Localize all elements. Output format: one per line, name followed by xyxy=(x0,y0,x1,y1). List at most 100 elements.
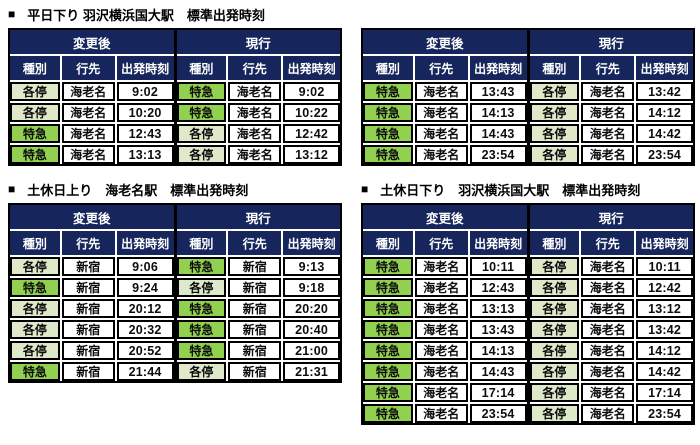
cell-destination: 海老名 xyxy=(61,103,115,122)
cell-departure-time: 14:13 xyxy=(469,103,527,122)
cell-departure-time: 20:40 xyxy=(283,320,340,339)
cell-train-type: 特急 xyxy=(363,404,413,423)
cell-train-type: 各停 xyxy=(176,362,227,381)
group-header-after: 変更後 xyxy=(363,205,527,229)
col-header-time: 出発時刻 xyxy=(469,56,527,80)
cell-departure-time: 20:12 xyxy=(116,299,174,318)
col-header-time: 出発時刻 xyxy=(283,56,340,80)
cell-train-type: 特急 xyxy=(10,145,60,164)
cell-destination: 海老名 xyxy=(581,103,635,122)
timetable-weekday-down-left: 変更後 種別 行先 出発時刻 各停 海老名 9:02 各停 海老名 10:20 … xyxy=(8,28,342,166)
cell-departure-time: 13:12 xyxy=(283,145,340,164)
cell-train-type: 特急 xyxy=(176,82,227,101)
cell-train-type: 各停 xyxy=(529,404,580,423)
col-header-type: 種別 xyxy=(363,231,413,255)
cell-train-type: 各停 xyxy=(529,362,580,381)
col-header-destination: 行先 xyxy=(61,231,115,255)
col-header-time: 出発時刻 xyxy=(636,56,693,80)
cell-train-type: 各停 xyxy=(529,145,580,164)
cell-destination: 海老名 xyxy=(61,145,115,164)
square-bullet-icon: ■ xyxy=(361,182,369,196)
current-section: 現行 種別 行先 出発時刻 特急 海老名 9:02 特急 海老名 10:22 各… xyxy=(176,30,340,164)
cell-destination: 海老名 xyxy=(414,278,468,297)
group-header-after: 変更後 xyxy=(10,205,174,229)
cell-destination: 新宿 xyxy=(61,362,115,381)
after-section: 変更後 種別 行先 出発時刻 各停 海老名 9:02 各停 海老名 10:20 … xyxy=(10,30,174,164)
current-section: 現行 種別 行先 出発時刻 各停 海老名 10:11 各停 海老名 12:42 … xyxy=(529,205,693,423)
cell-departure-time: 20:20 xyxy=(283,299,340,318)
cell-train-type: 特急 xyxy=(176,103,227,122)
group-header-current: 現行 xyxy=(176,205,340,229)
col-header-destination: 行先 xyxy=(414,56,468,80)
cell-departure-time: 17:14 xyxy=(636,383,693,402)
table-title-holiday-up: ■ 土休日上り 海老名駅 標準出発時刻 xyxy=(8,181,342,198)
cell-destination: 新宿 xyxy=(228,341,282,360)
col-header-time: 出発時刻 xyxy=(469,231,527,255)
cell-train-type: 特急 xyxy=(363,320,413,339)
cell-departure-time: 21:00 xyxy=(283,341,340,360)
cell-destination: 新宿 xyxy=(61,320,115,339)
col-header-type: 種別 xyxy=(529,56,580,80)
cell-departure-time: 10:11 xyxy=(469,257,527,276)
cell-destination: 新宿 xyxy=(228,299,282,318)
cell-destination: 海老名 xyxy=(228,103,282,122)
cell-destination: 海老名 xyxy=(414,404,468,423)
cell-departure-time: 10:22 xyxy=(283,103,340,122)
cell-departure-time: 23:54 xyxy=(469,404,527,423)
cell-train-type: 特急 xyxy=(363,299,413,318)
cell-train-type: 特急 xyxy=(10,124,60,143)
cell-departure-time: 10:11 xyxy=(636,257,693,276)
cell-destination: 海老名 xyxy=(414,124,468,143)
col-header-type: 種別 xyxy=(363,56,413,80)
cell-train-type: 各停 xyxy=(10,341,60,360)
cell-train-type: 各停 xyxy=(10,299,60,318)
cell-departure-time: 12:43 xyxy=(116,124,174,143)
timetable-weekday-down-right: 変更後 種別 行先 出発時刻 特急 海老名 13:43 特急 海老名 14:13… xyxy=(361,28,695,166)
cell-departure-time: 9:24 xyxy=(116,278,174,297)
cell-train-type: 各停 xyxy=(10,82,60,101)
cell-departure-time: 9:06 xyxy=(116,257,174,276)
cell-destination: 新宿 xyxy=(228,278,282,297)
cell-departure-time: 20:32 xyxy=(116,320,174,339)
cell-departure-time: 17:14 xyxy=(469,383,527,402)
after-section: 変更後 種別 行先 出発時刻 各停 新宿 9:06 特急 新宿 9:24 各停 … xyxy=(10,205,174,381)
cell-train-type: 各停 xyxy=(529,320,580,339)
cell-train-type: 特急 xyxy=(176,299,227,318)
cell-train-type: 特急 xyxy=(363,257,413,276)
cell-destination: 新宿 xyxy=(61,257,115,276)
cell-destination: 海老名 xyxy=(414,320,468,339)
cell-train-type: 各停 xyxy=(529,103,580,122)
cell-departure-time: 13:12 xyxy=(636,299,693,318)
cell-train-type: 特急 xyxy=(176,341,227,360)
current-section: 現行 種別 行先 出発時刻 特急 新宿 9:13 各停 新宿 9:18 特急 新… xyxy=(176,205,340,381)
cell-train-type: 各停 xyxy=(529,341,580,360)
cell-destination: 海老名 xyxy=(61,82,115,101)
col-header-type: 種別 xyxy=(10,56,60,80)
cell-departure-time: 12:42 xyxy=(283,124,340,143)
cell-destination: 海老名 xyxy=(581,124,635,143)
group-header-current: 現行 xyxy=(529,30,693,54)
cell-departure-time: 9:13 xyxy=(283,257,340,276)
cell-departure-time: 12:42 xyxy=(636,278,693,297)
col-header-type: 種別 xyxy=(10,231,60,255)
cell-destination: 海老名 xyxy=(581,320,635,339)
cell-destination: 新宿 xyxy=(228,320,282,339)
cell-departure-time: 13:13 xyxy=(116,145,174,164)
cell-train-type: 各停 xyxy=(529,124,580,143)
table-title-text: 土休日上り 海老名駅 標準出発時刻 xyxy=(27,182,249,198)
col-header-time: 出発時刻 xyxy=(116,231,174,255)
col-header-destination: 行先 xyxy=(61,56,115,80)
cell-departure-time: 9:18 xyxy=(283,278,340,297)
cell-destination: 新宿 xyxy=(61,278,115,297)
cell-train-type: 特急 xyxy=(10,362,60,381)
cell-departure-time: 21:31 xyxy=(283,362,340,381)
group-header-after: 変更後 xyxy=(10,30,174,54)
cell-train-type: 特急 xyxy=(363,145,413,164)
cell-departure-time: 9:02 xyxy=(283,82,340,101)
cell-destination: 海老名 xyxy=(581,82,635,101)
cell-destination: 海老名 xyxy=(414,383,468,402)
table-title-weekday-down: ■ 平日下り 羽沢横浜国大駅 標準出発時刻 xyxy=(8,6,342,23)
cell-train-type: 特急 xyxy=(363,278,413,297)
center-divider xyxy=(173,205,177,381)
cell-destination: 新宿 xyxy=(228,257,282,276)
